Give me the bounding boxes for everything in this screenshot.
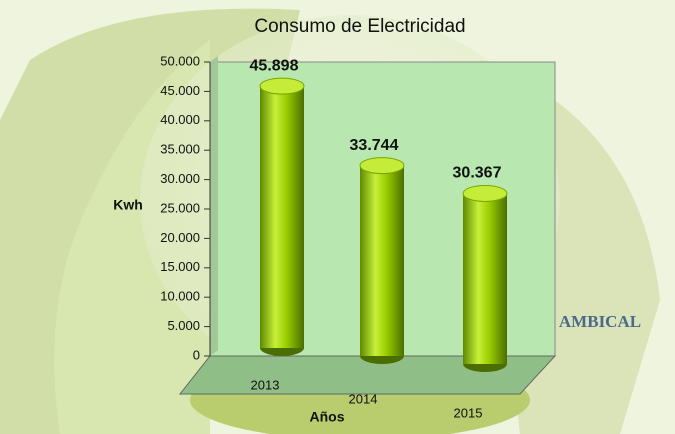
y-tick-label: 10.000 (160, 289, 200, 304)
side-wall (210, 56, 218, 356)
bar (463, 193, 507, 364)
y-tick-label: 25.000 (160, 200, 200, 215)
y-tick-label: 0 (193, 347, 200, 362)
chart: Consumo de Electricidad Kwh Años AMBICAL… (0, 0, 675, 434)
y-tick-label: 50.000 (160, 53, 200, 68)
logo-text: AMBICAL (559, 312, 641, 331)
y-tick-label: 20.000 (160, 230, 200, 245)
y-tick-label: 45.000 (160, 83, 200, 98)
bar (260, 86, 304, 348)
x-tick-label: 2014 (349, 391, 378, 406)
data-label: 33.744 (350, 137, 399, 154)
y-tick-label: 15.000 (160, 259, 200, 274)
bar (360, 166, 404, 356)
chart-title: Consumo de Electricidad (254, 16, 465, 37)
y-tick-label: 30.000 (160, 171, 200, 186)
bar-top (260, 78, 304, 94)
y-tick-label: 5.000 (167, 318, 200, 333)
y-tick-label: 40.000 (160, 112, 200, 127)
data-label: 30.367 (453, 165, 502, 182)
y-axis-title: Kwh (113, 197, 143, 213)
x-tick-label: 2013 (251, 377, 280, 392)
bar-top (463, 185, 507, 201)
y-tick-label: 35.000 (160, 142, 200, 157)
x-axis-title: Años (310, 409, 345, 425)
bar-top (360, 158, 404, 174)
data-label: 45.898 (250, 57, 299, 74)
x-tick-label: 2015 (454, 405, 483, 420)
